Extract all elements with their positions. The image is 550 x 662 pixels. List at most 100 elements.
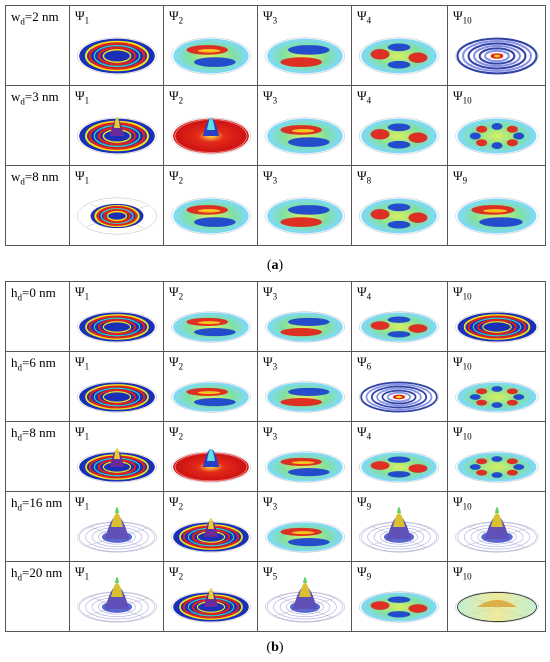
wavefunction-plot-dipole2 [265,381,345,413]
mode-label: Ψ2 [169,168,184,186]
table-row: wd=3 nm Ψ1 Ψ2 Ψ3 Ψ4 Ψ10 [5,85,546,166]
mode-label: Ψ10 [453,8,472,26]
mode-label: Ψ10 [453,88,472,106]
wavefunction-plot-peak [77,577,157,623]
mode-cell: Ψ10 [447,491,546,562]
mode-label: Ψ6 [357,354,372,372]
mode-cell: Ψ4 [351,281,448,352]
mode-cell: Ψ8 [351,165,448,246]
wavefunction-plot-flat [455,591,539,623]
wavefunction-plot-dipole [455,197,539,235]
wavefunction-plot-quad [359,311,439,343]
wavefunction-plot-ringspeak [171,588,251,623]
mode-cell: Ψ3 [257,5,352,86]
mode-label: Ψ3 [263,88,278,106]
mode-cell: Ψ10 [447,5,546,86]
mode-cell: Ψ3 [257,165,352,246]
table-row: hd=0 nm Ψ1 Ψ2 Ψ3 Ψ4 Ψ10 [5,281,546,352]
table-row: hd=16 nm Ψ1 Ψ2 Ψ3 Ψ9 Ψ10 [5,491,546,562]
panel-a-table: wd=2 nm Ψ1 Ψ2 Ψ3 Ψ4 Ψ10 wd=3 nm Ψ1 Ψ2 Ψ3 Ψ4 Ψ10 wd=8… [5,5,546,246]
mode-cell: Ψ10 [447,281,546,352]
wavefunction-plot-rings [77,37,157,75]
mode-label: Ψ9 [357,564,372,582]
mode-label: Ψ10 [453,424,472,442]
wavefunction-plot-rings [77,311,157,343]
wavefunction-plot-smallrings [77,197,157,235]
wavefunction-plot-dipole [265,521,345,553]
wavefunction-plot-multi [455,381,539,413]
mode-cell: Ψ2 [163,491,258,562]
mode-cell: Ψ9 [351,491,448,562]
wavefunction-plot-redpeak [171,117,251,155]
mode-cell: Ψ2 [163,561,258,632]
table-row: hd=6 nm Ψ1 Ψ2 Ψ3 Ψ6 Ψ10 [5,351,546,422]
wavefunction-plot-quad [359,451,439,483]
table-row: hd=8 nm Ψ1 Ψ2 Ψ3 Ψ4 Ψ10 [5,421,546,492]
mode-label: Ψ3 [263,284,278,302]
panel-a-caption: (a) [266,258,284,273]
mode-label: Ψ1 [75,424,90,442]
mode-cell: Ψ4 [351,85,448,166]
table-row: wd=8 nm Ψ1 Ψ2 Ψ3 Ψ8 Ψ9 [5,165,546,246]
wavefunction-plot-redpeak [171,449,251,483]
mode-label: Ψ3 [263,8,278,26]
mode-label: Ψ3 [263,168,278,186]
mode-label: Ψ9 [357,494,372,512]
mode-cell: Ψ3 [257,491,352,562]
mode-cell: Ψ3 [257,351,352,422]
wavefunction-plot-multi [455,117,539,155]
mode-cell: Ψ1 [69,351,164,422]
mode-label: Ψ1 [75,354,90,372]
wavefunction-plot-peak [77,507,157,553]
mode-label: Ψ3 [263,354,278,372]
mode-cell: Ψ6 [351,351,448,422]
mode-cell: Ψ5 [257,561,352,632]
wavefunction-plot-peak [265,577,345,623]
wavefunction-plot-dipole [171,381,251,413]
wavefunction-plot-quad [359,37,439,75]
mode-label: Ψ1 [75,284,90,302]
mode-cell: Ψ4 [351,421,448,492]
wavefunction-plot-dipole2 [265,311,345,343]
mode-label: Ψ1 [75,168,90,186]
mode-label: Ψ4 [357,284,372,302]
wavefunction-plot-ringspeak [77,448,157,483]
mode-cell: Ψ2 [163,85,258,166]
mode-cell: Ψ1 [69,5,164,86]
wavefunction-plot-quad [359,117,439,155]
mode-label: Ψ4 [357,424,372,442]
row-label: hd=20 nm [5,561,70,632]
mode-cell: Ψ2 [163,281,258,352]
wavefunction-plot-dipole2 [265,37,345,75]
mode-cell: Ψ1 [69,491,164,562]
mode-cell: Ψ2 [163,421,258,492]
row-label: hd=6 nm [5,351,70,422]
mode-label: Ψ10 [453,564,472,582]
wavefunction-plot-ringspeak [77,117,157,155]
mode-cell: Ψ1 [69,421,164,492]
mode-cell: Ψ2 [163,351,258,422]
wavefunction-plot-bluerings [455,37,539,75]
mode-label: Ψ1 [75,564,90,582]
wavefunction-plot-dipole [171,311,251,343]
mode-label: Ψ3 [263,494,278,512]
mode-label: Ψ1 [75,494,90,512]
row-label: wd=3 nm [5,85,70,166]
wavefunction-plot-dipole [171,197,251,235]
mode-cell: Ψ3 [257,281,352,352]
mode-label: Ψ5 [263,564,278,582]
wavefunction-plot-peak [359,507,439,553]
wavefunction-plot-quad [359,197,439,235]
wavefunction-plot-multi [455,451,539,483]
mode-cell: Ψ10 [447,421,546,492]
mode-label: Ψ10 [453,284,472,302]
wavefunction-plot-ringspeak [171,518,251,553]
wavefunction-plot-dipole2 [265,197,345,235]
mode-label: Ψ2 [169,284,184,302]
mode-label: Ψ4 [357,8,372,26]
wavefunction-plot-dipole [265,451,345,483]
mode-label: Ψ1 [75,88,90,106]
mode-cell: Ψ9 [447,165,546,246]
panel-b-caption: (b) [266,640,284,655]
table-row: hd=20 nm Ψ1 Ψ2 Ψ5 Ψ9 Ψ10 [5,561,546,632]
